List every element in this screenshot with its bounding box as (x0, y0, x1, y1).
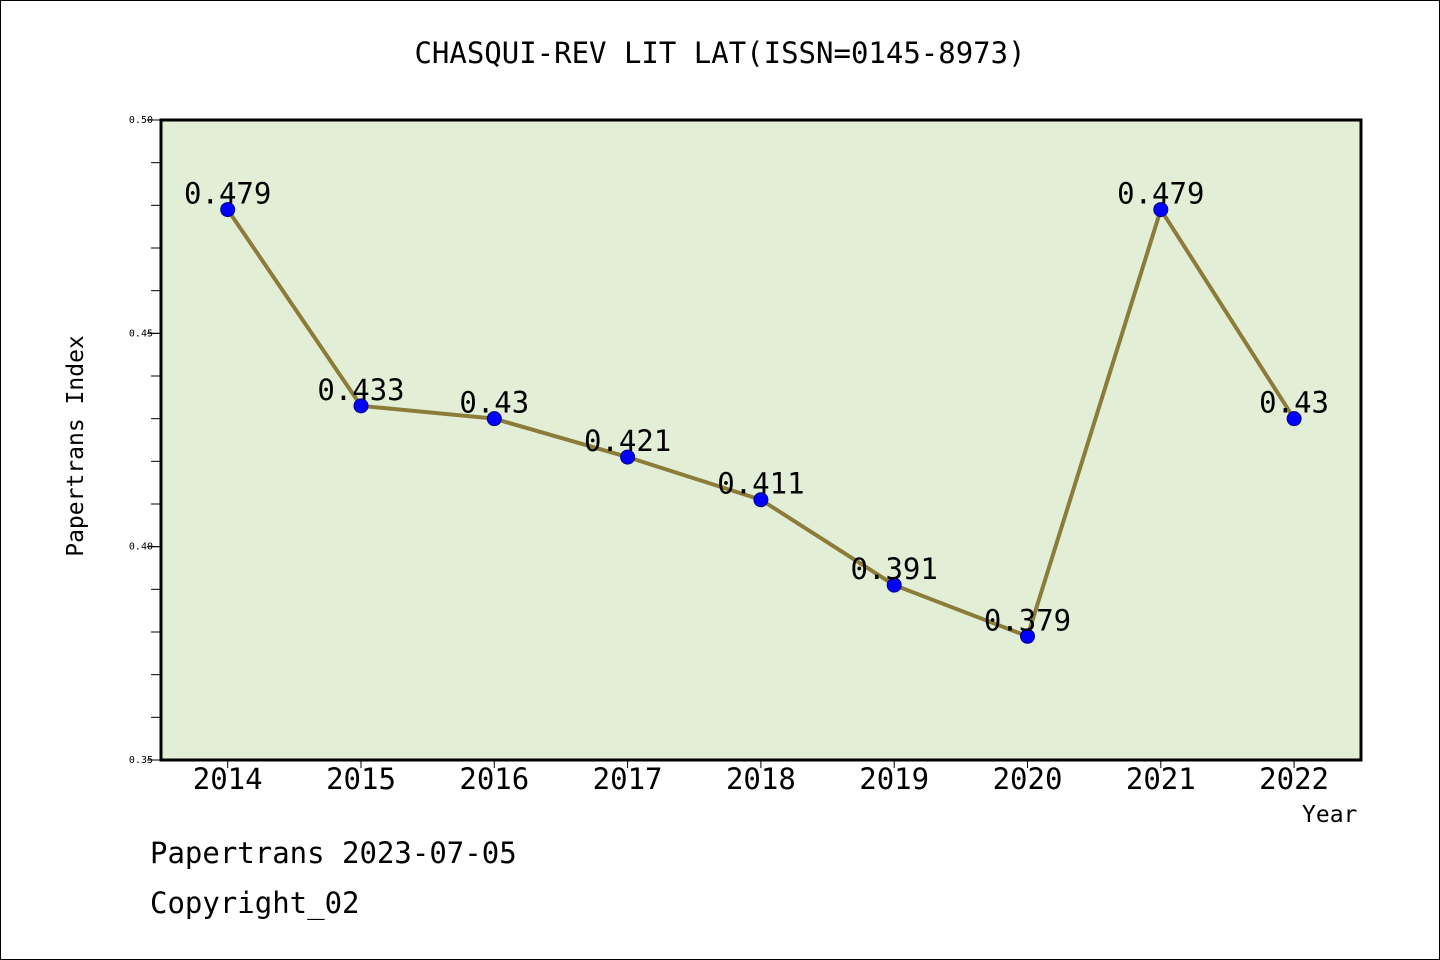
data-point (1020, 628, 1035, 644)
y-tick-label: 0.50 (129, 115, 153, 126)
data-point (1286, 411, 1302, 427)
x-tick-label: 2019 (859, 762, 929, 796)
data-point (353, 398, 369, 414)
data-label: 0.379 (984, 603, 1071, 637)
data-label: 0.479 (184, 177, 271, 211)
data-point (486, 411, 502, 427)
x-tick-label: 2015 (326, 762, 396, 796)
data-point (753, 492, 769, 508)
data-point (220, 202, 236, 218)
x-axis-label: Year (1302, 802, 1358, 828)
chart-title: CHASQUI-REV LIT LAT(ISSN=0145-8973) (414, 36, 1026, 70)
plot-background (159, 118, 1363, 762)
x-tick-label: 2017 (593, 762, 663, 796)
x-tick-label: 2018 (726, 762, 796, 796)
data-label: 0.479 (1117, 177, 1204, 211)
x-tick-label: 2016 (459, 762, 529, 796)
y-tick-label: 0.35 (129, 755, 153, 766)
footer-date: Papertrans 2023-07-05 (150, 836, 517, 870)
data-point (886, 577, 902, 593)
data-label: 0.433 (317, 373, 404, 407)
data-point (1153, 202, 1169, 218)
x-tick-label: 2020 (993, 762, 1063, 796)
data-label: 0.43 (1259, 386, 1329, 420)
x-tick-label: 2021 (1126, 762, 1196, 796)
data-label: 0.411 (717, 467, 804, 501)
x-tick-label: 2014 (193, 762, 263, 796)
data-label: 0.391 (851, 552, 938, 586)
y-axis-label: Papertrans Index (63, 335, 89, 557)
data-point (620, 449, 636, 465)
data-label: 0.421 (584, 424, 671, 458)
y-tick-label: 0.45 (129, 328, 153, 339)
footer-copyright: Copyright_02 (150, 886, 360, 920)
y-tick-label: 0.40 (129, 542, 153, 553)
data-label: 0.43 (459, 386, 529, 420)
x-tick-label: 2022 (1259, 762, 1329, 796)
